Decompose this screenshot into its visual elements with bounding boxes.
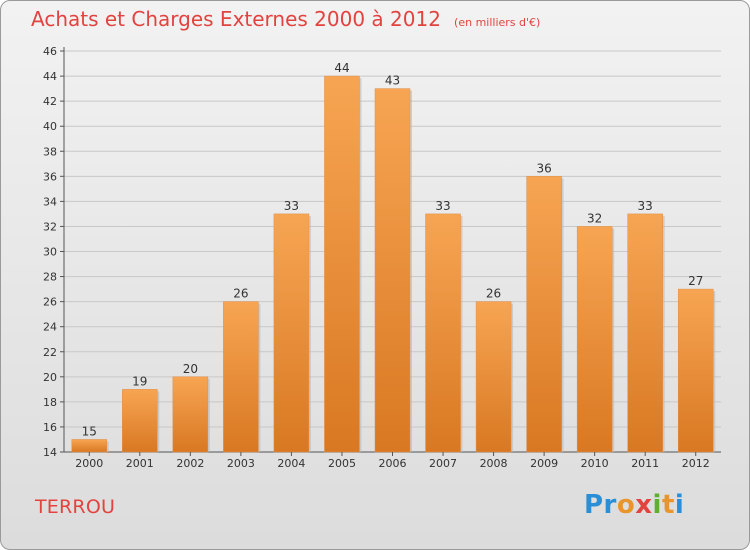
y-tick-label: 36: [43, 170, 57, 183]
data-label-2008: 26: [486, 287, 501, 301]
chart-subtitle: (en milliers d'€): [454, 16, 541, 29]
x-tick-label-2012: 2012: [682, 457, 710, 470]
data-label-2010: 32: [587, 211, 602, 225]
y-tick-label: 20: [43, 371, 57, 384]
y-tick-label: 24: [43, 321, 57, 334]
x-tick-label-2001: 2001: [126, 457, 154, 470]
bar-2001: [122, 389, 158, 453]
bar-2006: [374, 88, 411, 453]
y-tick-label: 44: [43, 70, 57, 83]
data-label-2000: 15: [82, 424, 97, 438]
data-label-2004: 33: [284, 199, 299, 213]
data-label-2012: 27: [688, 274, 703, 288]
y-tick-label: 38: [43, 145, 57, 158]
y-tick-label: 22: [43, 346, 57, 359]
bar-2004: [273, 213, 310, 453]
x-tick-label-2007: 2007: [429, 457, 457, 470]
x-tick-label-2005: 2005: [328, 457, 356, 470]
y-tick-label: 30: [43, 246, 57, 259]
bar-2003: [223, 301, 259, 453]
bar-2009: [526, 176, 562, 453]
data-labels: 15 19 20 26 33 44 43 33 26 36 32 33 27: [82, 61, 704, 438]
x-tick-label-2006: 2006: [379, 457, 407, 470]
bar-2010: [576, 226, 613, 453]
x-tick-labels: 2000 2001 2002 2003 2004 2005 2006 2007 2008 2009…: [75, 452, 710, 470]
y-tick-label: 46: [43, 45, 57, 58]
y-tick-label: 42: [43, 95, 57, 108]
data-label-2005: 44: [334, 61, 349, 75]
y-tick-label: 26: [43, 296, 57, 309]
data-label-2003: 26: [233, 287, 248, 301]
y-tick-label: 28: [43, 271, 57, 284]
y-tick-label: 14: [43, 446, 57, 459]
commune-name: TERROU: [35, 496, 116, 518]
bar-2002: [172, 376, 209, 453]
x-tick-label-2004: 2004: [277, 457, 305, 470]
data-label-2006: 43: [385, 74, 400, 88]
x-tick-label-2011: 2011: [631, 457, 659, 470]
bar-2012: [677, 288, 714, 453]
data-label-2007: 33: [435, 199, 450, 213]
x-tick-label-2009: 2009: [530, 457, 558, 470]
chart-title: Achats et Charges Externes 2000 à 2012: [31, 7, 441, 31]
proxiti-logo[interactable]: Proxiti: [584, 490, 685, 520]
x-tick-label-2002: 2002: [176, 457, 204, 470]
x-tick-label-2003: 2003: [227, 457, 255, 470]
y-tick-label: 40: [43, 120, 57, 133]
bar-2008: [475, 301, 512, 453]
bar-2011: [627, 213, 663, 453]
data-label-2002: 20: [183, 362, 198, 376]
y-tick-label: 34: [43, 195, 57, 208]
bar-2007: [425, 213, 461, 453]
data-label-2011: 33: [638, 199, 653, 213]
y-tick-label: 16: [43, 421, 57, 434]
bars: [71, 75, 716, 453]
x-tick-label-2000: 2000: [75, 457, 103, 470]
bar-2000: [71, 439, 108, 453]
y-tick-label: 18: [43, 396, 57, 409]
y-tick-label: 32: [43, 220, 57, 233]
x-tick-label-2008: 2008: [480, 457, 508, 470]
y-tick-labels: 14 16 18 20 22 24 26 28 30 32 34 36 38 40 42 44 46: [43, 45, 57, 459]
x-tick-label-2010: 2010: [581, 457, 609, 470]
data-label-2001: 19: [132, 374, 147, 388]
title-row: Achats et Charges Externes 2000 à 2012 (…: [31, 7, 540, 31]
data-label-2009: 36: [536, 161, 551, 175]
bar-2005: [324, 75, 360, 453]
